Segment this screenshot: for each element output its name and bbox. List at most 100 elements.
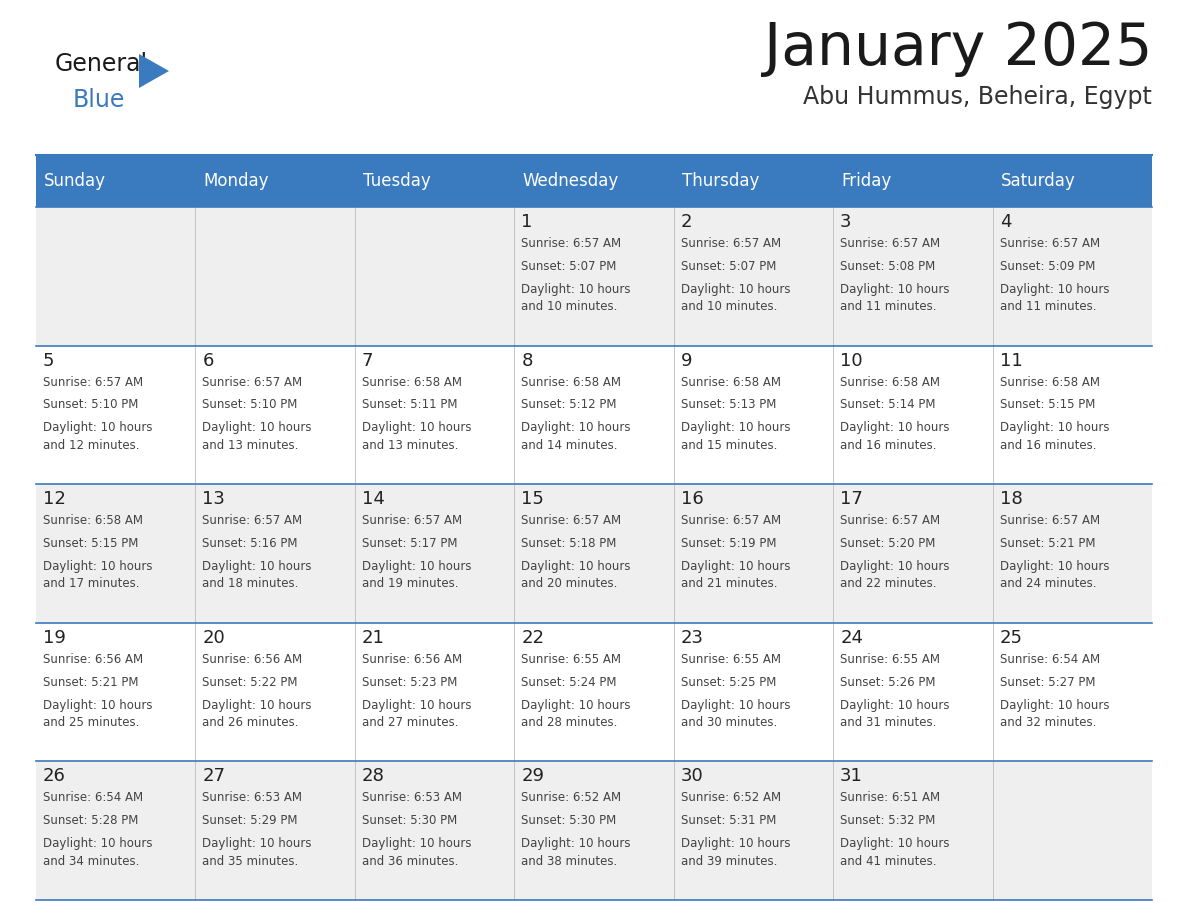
Text: Sunset: 5:15 PM: Sunset: 5:15 PM [999,398,1095,411]
Text: Daylight: 10 hours
and 10 minutes.: Daylight: 10 hours and 10 minutes. [681,283,790,313]
Bar [514,345,674,484]
Text: Daylight: 10 hours
and 13 minutes.: Daylight: 10 hours and 13 minutes. [202,421,312,452]
Text: Sunset: 5:21 PM: Sunset: 5:21 PM [43,676,139,688]
Bar [992,622,1152,761]
Text: 12: 12 [43,490,65,509]
Text: Sunset: 5:24 PM: Sunset: 5:24 PM [522,676,617,688]
Bar [196,622,355,761]
Text: Daylight: 10 hours
and 24 minutes.: Daylight: 10 hours and 24 minutes. [999,560,1110,590]
Text: 10: 10 [840,352,862,370]
Text: Wednesday: Wednesday [523,172,619,190]
Text: Sunset: 5:11 PM: Sunset: 5:11 PM [362,398,457,411]
Text: Daylight: 10 hours
and 10 minutes.: Daylight: 10 hours and 10 minutes. [522,283,631,313]
Text: Sunrise: 6:58 AM: Sunrise: 6:58 AM [999,375,1100,388]
Bar [992,484,1152,622]
Text: Sunrise: 6:58 AM: Sunrise: 6:58 AM [43,514,143,527]
Text: Daylight: 10 hours
and 32 minutes.: Daylight: 10 hours and 32 minutes. [999,699,1110,729]
Text: January 2025: January 2025 [764,20,1152,77]
Text: 19: 19 [43,629,65,647]
Text: Friday: Friday [841,172,891,190]
Bar [674,484,833,622]
Text: Sunrise: 6:57 AM: Sunrise: 6:57 AM [840,514,940,527]
Text: Sunset: 5:22 PM: Sunset: 5:22 PM [202,676,298,688]
Text: Daylight: 10 hours
and 38 minutes.: Daylight: 10 hours and 38 minutes. [522,837,631,868]
Text: Sunrise: 6:57 AM: Sunrise: 6:57 AM [202,514,303,527]
Text: Daylight: 10 hours
and 35 minutes.: Daylight: 10 hours and 35 minutes. [202,837,312,868]
Text: Daylight: 10 hours
and 25 minutes.: Daylight: 10 hours and 25 minutes. [43,699,152,729]
Text: Sunrise: 6:56 AM: Sunrise: 6:56 AM [202,653,303,666]
Text: Sunset: 5:23 PM: Sunset: 5:23 PM [362,676,457,688]
Text: Sunrise: 6:52 AM: Sunrise: 6:52 AM [522,791,621,804]
Text: 13: 13 [202,490,226,509]
Text: Sunrise: 6:55 AM: Sunrise: 6:55 AM [522,653,621,666]
Text: Sunrise: 6:52 AM: Sunrise: 6:52 AM [681,791,781,804]
Text: 5: 5 [43,352,55,370]
Text: 14: 14 [362,490,385,509]
Text: Sunset: 5:30 PM: Sunset: 5:30 PM [522,814,617,827]
Text: Tuesday: Tuesday [362,172,430,190]
Text: 15: 15 [522,490,544,509]
Text: Daylight: 10 hours
and 39 minutes.: Daylight: 10 hours and 39 minutes. [681,837,790,868]
Text: 8: 8 [522,352,532,370]
Bar [355,761,514,900]
Text: 7: 7 [362,352,373,370]
Text: Sunrise: 6:57 AM: Sunrise: 6:57 AM [522,237,621,250]
Bar [833,484,992,622]
Bar [355,155,514,207]
Text: Daylight: 10 hours
and 12 minutes.: Daylight: 10 hours and 12 minutes. [43,421,152,452]
Bar [355,207,514,345]
Text: 31: 31 [840,767,862,786]
Text: Sunrise: 6:53 AM: Sunrise: 6:53 AM [202,791,303,804]
Text: Sunset: 5:20 PM: Sunset: 5:20 PM [840,537,935,550]
Text: 27: 27 [202,767,226,786]
Text: Sunrise: 6:58 AM: Sunrise: 6:58 AM [362,375,462,388]
Text: Sunset: 5:08 PM: Sunset: 5:08 PM [840,260,935,273]
Text: 4: 4 [999,213,1011,231]
Text: Sunset: 5:12 PM: Sunset: 5:12 PM [522,398,617,411]
Text: Daylight: 10 hours
and 21 minutes.: Daylight: 10 hours and 21 minutes. [681,560,790,590]
Text: Abu Hummus, Beheira, Egypt: Abu Hummus, Beheira, Egypt [803,85,1152,109]
Text: Sunrise: 6:58 AM: Sunrise: 6:58 AM [840,375,940,388]
Text: 18: 18 [999,490,1023,509]
Bar [36,484,196,622]
Text: 23: 23 [681,629,703,647]
Bar [355,345,514,484]
Text: 30: 30 [681,767,703,786]
Bar [992,761,1152,900]
Text: 3: 3 [840,213,852,231]
Bar [514,761,674,900]
Bar [674,345,833,484]
Text: 22: 22 [522,629,544,647]
Text: Sunrise: 6:55 AM: Sunrise: 6:55 AM [681,653,781,666]
Text: Sunset: 5:07 PM: Sunset: 5:07 PM [522,260,617,273]
Bar [196,484,355,622]
Text: 20: 20 [202,629,226,647]
Text: 25: 25 [999,629,1023,647]
Text: General: General [55,52,148,76]
Text: Daylight: 10 hours
and 11 minutes.: Daylight: 10 hours and 11 minutes. [840,283,949,313]
Text: Daylight: 10 hours
and 16 minutes.: Daylight: 10 hours and 16 minutes. [840,421,949,452]
Bar [36,622,196,761]
Text: Sunrise: 6:56 AM: Sunrise: 6:56 AM [43,653,143,666]
Polygon shape [139,54,169,88]
Text: Sunset: 5:25 PM: Sunset: 5:25 PM [681,676,776,688]
Text: 28: 28 [362,767,385,786]
Bar [992,155,1152,207]
Text: 29: 29 [522,767,544,786]
Text: Sunset: 5:32 PM: Sunset: 5:32 PM [840,814,935,827]
Text: Sunset: 5:17 PM: Sunset: 5:17 PM [362,537,457,550]
Text: Sunset: 5:15 PM: Sunset: 5:15 PM [43,537,138,550]
Bar [36,207,196,345]
Text: Sunrise: 6:57 AM: Sunrise: 6:57 AM [681,237,781,250]
Bar [355,484,514,622]
Text: Sunrise: 6:58 AM: Sunrise: 6:58 AM [681,375,781,388]
Text: Daylight: 10 hours
and 18 minutes.: Daylight: 10 hours and 18 minutes. [202,560,312,590]
Text: 11: 11 [999,352,1023,370]
Bar [833,207,992,345]
Text: Daylight: 10 hours
and 17 minutes.: Daylight: 10 hours and 17 minutes. [43,560,152,590]
Text: Sunset: 5:27 PM: Sunset: 5:27 PM [999,676,1095,688]
Text: Daylight: 10 hours
and 19 minutes.: Daylight: 10 hours and 19 minutes. [362,560,472,590]
Text: Daylight: 10 hours
and 20 minutes.: Daylight: 10 hours and 20 minutes. [522,560,631,590]
Text: Sunset: 5:18 PM: Sunset: 5:18 PM [522,537,617,550]
Text: Sunrise: 6:51 AM: Sunrise: 6:51 AM [840,791,940,804]
